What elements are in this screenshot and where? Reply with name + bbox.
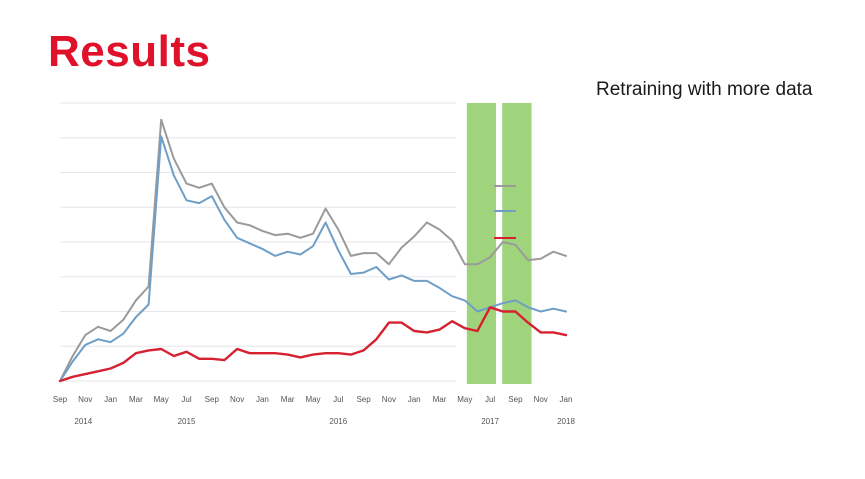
x-tick-label: Jan: [104, 395, 117, 404]
x-tick-label: Mar: [433, 395, 447, 404]
x-tick-label: Jul: [485, 395, 495, 404]
slide-title: Results: [48, 27, 211, 76]
x-tick-label: Jul: [333, 395, 343, 404]
x-tick-label: Jan: [256, 395, 269, 404]
x-tick-label: Jul: [181, 395, 191, 404]
series-line: [59, 118, 567, 382]
x-tick-label: Nov: [78, 395, 92, 404]
x-year-label: 2018: [557, 417, 575, 426]
x-tick-label: Nov: [534, 395, 548, 404]
x-year-label: 2017: [481, 417, 499, 426]
x-year-label: 2016: [329, 417, 347, 426]
x-tick-label: Jan: [560, 395, 573, 404]
x-year-label: 2014: [74, 417, 92, 426]
series-line: [59, 135, 567, 382]
x-tick-label: Mar: [129, 395, 143, 404]
series-line: [58, 306, 568, 383]
x-tick-label: Mar: [281, 395, 295, 404]
x-tick-label: Sep: [508, 395, 523, 404]
side-note: Retraining with more data: [596, 79, 813, 100]
x-tick-label: Sep: [205, 395, 220, 404]
x-tick-label: Sep: [356, 395, 371, 404]
x-tick-label: May: [154, 395, 169, 404]
x-tick-label: May: [457, 395, 472, 404]
x-year-label: 2015: [178, 417, 196, 426]
highlight-band: [466, 103, 497, 384]
x-tick-label: Sep: [53, 395, 68, 404]
x-tick-label: Nov: [382, 395, 396, 404]
x-tick-label: May: [305, 395, 320, 404]
x-tick-label: Jan: [408, 395, 421, 404]
x-tick-label: Nov: [230, 395, 244, 404]
